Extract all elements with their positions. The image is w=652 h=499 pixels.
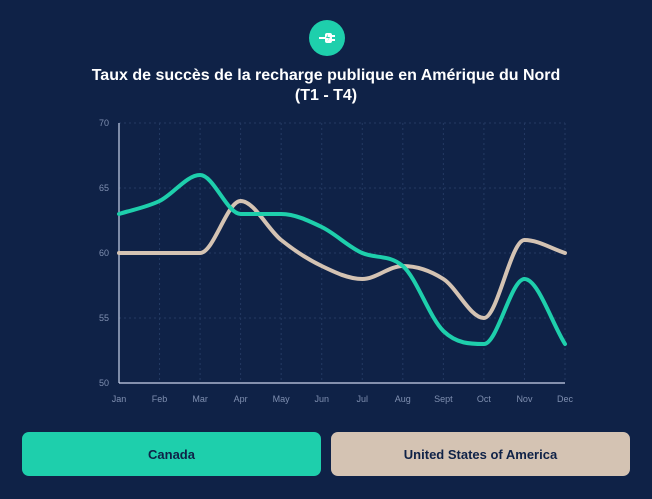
x-tick-label: Nov bbox=[516, 394, 533, 404]
x-tick-label: Oct bbox=[477, 394, 492, 404]
x-tick-label: Aug bbox=[395, 394, 411, 404]
legend-button-canada[interactable]: Canada bbox=[22, 432, 321, 476]
y-tick-label: 65 bbox=[99, 183, 109, 193]
chart-title-line2: (T1 - T4) bbox=[294, 87, 358, 104]
x-tick-label: Apr bbox=[234, 394, 248, 404]
x-tick-label: Jul bbox=[357, 394, 369, 404]
y-tick-label: 55 bbox=[99, 313, 109, 323]
y-tick-label: 70 bbox=[99, 118, 109, 128]
x-tick-label: Dec bbox=[557, 394, 574, 404]
y-tick-labels: 50 55 60 65 70 bbox=[99, 118, 109, 388]
legend-button-usa[interactable]: United States of America bbox=[331, 432, 630, 476]
x-tick-label: Feb bbox=[152, 394, 168, 404]
legend-label-usa: United States of America bbox=[403, 446, 558, 462]
series-line-usa bbox=[117, 199, 567, 320]
x-tick-label: Jan bbox=[112, 394, 127, 404]
line-chart: 50 55 60 65 70 Jan Feb Mar Apr May Jun Jul Aug Sept O… bbox=[99, 118, 574, 404]
chart-title-line1: Taux de succès de la recharge publique e… bbox=[91, 67, 561, 84]
plug-icon bbox=[319, 33, 335, 43]
series-lines bbox=[117, 173, 567, 346]
legend-label-canada: Canada bbox=[148, 446, 195, 462]
y-tick-label: 60 bbox=[99, 248, 109, 258]
logo bbox=[309, 20, 345, 56]
x-tick-label: May bbox=[273, 394, 291, 404]
y-tick-label: 50 bbox=[99, 378, 109, 388]
x-tick-labels: Jan Feb Mar Apr May Jun Jul Aug Sept Oct Nov Dec bbox=[112, 394, 574, 404]
chart-title: Taux de succès de la recharge publique e… bbox=[0, 66, 652, 106]
x-tick-label: Jun bbox=[314, 394, 329, 404]
x-tick-label: Mar bbox=[192, 394, 208, 404]
x-tick-label: Sept bbox=[434, 394, 453, 404]
series-line-canada bbox=[117, 173, 567, 346]
